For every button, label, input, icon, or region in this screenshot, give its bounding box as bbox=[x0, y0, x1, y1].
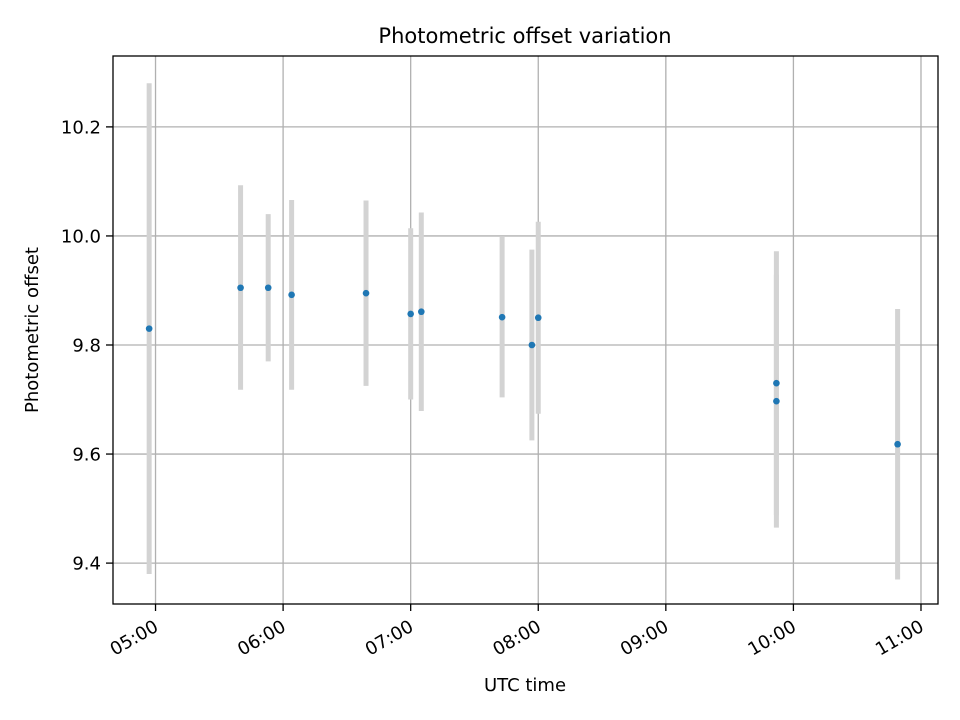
data-point bbox=[773, 397, 780, 405]
y-tick-label: 9.6 bbox=[72, 445, 101, 466]
y-axis-label: Photometric offset bbox=[22, 247, 43, 413]
data-point bbox=[894, 440, 901, 448]
y-tick-label: 9.4 bbox=[72, 554, 101, 575]
data-point bbox=[498, 313, 506, 321]
plot-frame bbox=[112, 55, 939, 605]
data-point bbox=[418, 308, 425, 316]
chart-title: Photometric offset variation bbox=[378, 24, 671, 48]
data-point bbox=[264, 284, 272, 292]
grid bbox=[113, 56, 938, 604]
y-tick-label: 10.0 bbox=[61, 226, 101, 247]
y-tick-label: 9.8 bbox=[72, 335, 101, 356]
data-point bbox=[773, 379, 780, 387]
data-point bbox=[288, 291, 295, 299]
y-axis-ticks: 9.4 9.6 9.8 10.0 10.2 bbox=[61, 117, 113, 575]
x-axis-label: UTC time bbox=[484, 675, 566, 696]
y-tick-label: 10.2 bbox=[61, 117, 101, 138]
data-point bbox=[237, 284, 244, 292]
data-point bbox=[528, 341, 536, 349]
data-point bbox=[362, 289, 370, 297]
data-points bbox=[145, 284, 901, 448]
data-point bbox=[145, 325, 153, 332]
data-point bbox=[407, 310, 414, 318]
data-point bbox=[534, 314, 542, 322]
